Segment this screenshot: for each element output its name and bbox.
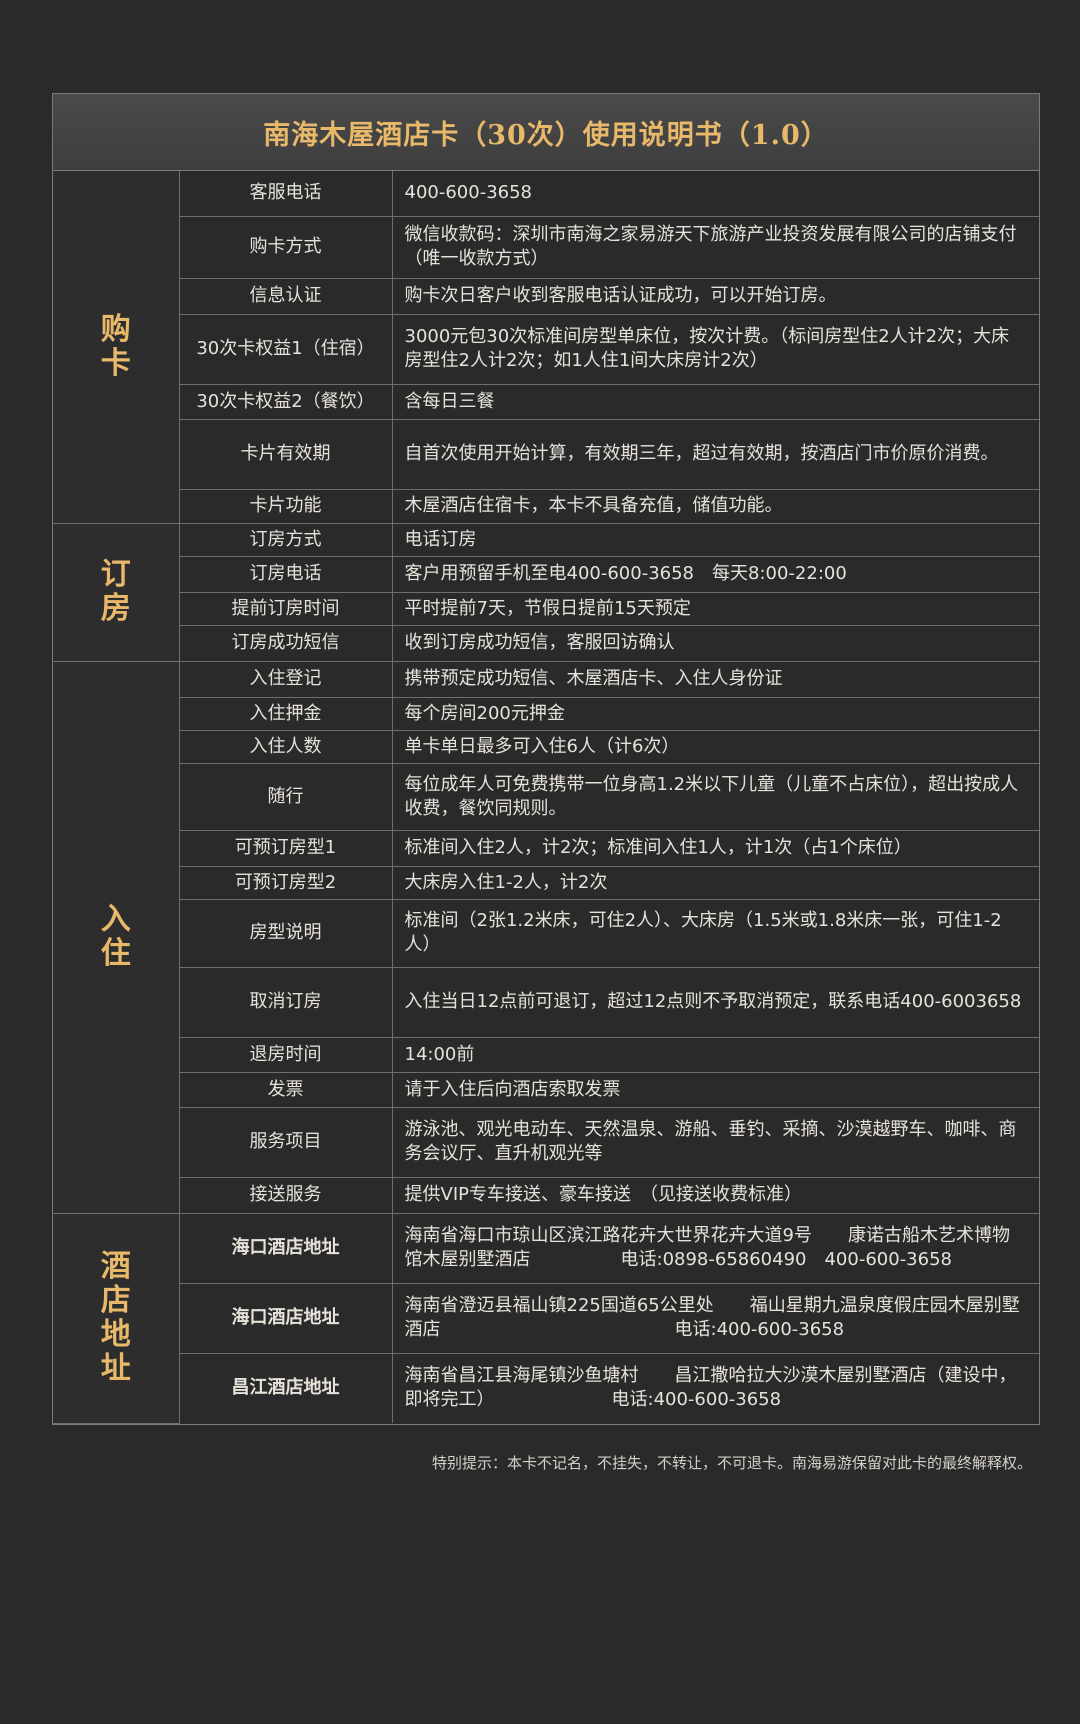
table-row: 订房成功短信 收到订房成功短信，客服回访确认: [53, 624, 1039, 662]
table-row: 订房电话 客户用预留手机至电400-600-3658 每天8:00-22:00: [53, 555, 1039, 593]
row-value: 购卡次日客户收到客服电话认证成功，可以开始订房。: [391, 277, 1039, 315]
section-header-purchase: 购卡: [53, 171, 180, 524]
row-label: 入住登记: [178, 660, 393, 698]
row-value: 海南省海口市琼山区滨江路花卉大世界花卉大道9号 康诺古船木艺术博物馆木屋别墅酒店…: [391, 1212, 1039, 1284]
table-row: 卡片功能 木屋酒店住宿卡，本卡不具备充值，储值功能。: [53, 488, 1039, 524]
row-value: 海南省昌江县海尾镇沙鱼塘村 昌江撒哈拉大沙漠木屋别墅酒店（建设中，即将完工） 电…: [391, 1352, 1039, 1423]
section-header-address: 酒店地址: [53, 1212, 180, 1424]
row-label: 信息认证: [179, 277, 393, 315]
instruction-sheet: 南海木屋酒店卡（30次）使用说明书（1.0） 购卡 客服电话 400-600-365…: [52, 93, 1040, 1425]
section-header-checkin: 入住: [53, 660, 180, 1214]
row-value: 收到订房成功短信，客服回访确认: [391, 624, 1039, 662]
row-label: 提前订房时间: [179, 591, 393, 626]
page-title: 南海木屋酒店卡（30次）使用说明书（1.0）: [53, 94, 1039, 171]
special-note: 特别提示：本卡不记名，不挂失，不转让，不可退卡。南海易游保留对此卡的最终解释权。: [431, 1454, 1032, 1472]
table-row: 取消订房 入住当日12点前可退订，超过12点则不予取消预定，联系电话400-600…: [53, 966, 1039, 1038]
table-row: 购卡 客服电话 400-600-3658: [53, 171, 1039, 524]
row-label: 服务项目: [179, 1106, 393, 1178]
row-value: 入住当日12点前可退订，超过12点则不予取消预定，联系电话400-6003658: [391, 966, 1039, 1038]
row-label: 订房成功短信: [179, 624, 393, 662]
row-label: 购卡方式: [179, 215, 393, 279]
row-value: 请于入住后向酒店索取发票: [391, 1071, 1039, 1108]
table-row: 退房时间 14:00前: [53, 1036, 1039, 1073]
row-label: 海口酒店地址: [179, 1282, 393, 1354]
row-label: 房型说明: [179, 898, 393, 968]
table-row: 昌江酒店地址 海南省昌江县海尾镇沙鱼塘村 昌江撒哈拉大沙漠木屋别墅酒店（建设中，即…: [53, 1352, 1039, 1423]
row-value: 自首次使用开始计算，有效期三年，超过有效期，按酒店门市价原价消费。: [391, 418, 1039, 490]
table-row: 入住押金 每个房间200元押金: [53, 696, 1039, 731]
row-value: 游泳池、观光电动车、天然温泉、游船、垂钓、采摘、沙漠越野车、咖啡、商务会议厅、直…: [391, 1106, 1039, 1178]
table-row: 可预订房型2 大床房入住1-2人，计2次: [53, 865, 1039, 900]
table-row: 购卡方式 微信收款码：深圳市南海之家易游天下旅游产业投资发展有限公司的店铺支付（唯…: [53, 215, 1039, 279]
table-row: 订房 订房方式 电话订房: [53, 522, 1039, 662]
row-value: 400-600-3658: [391, 171, 1039, 217]
table-row: 接送服务 提供VIP专车接送、豪车接送 （见接送收费标准）: [53, 1176, 1039, 1214]
row-label: 客服电话: [178, 171, 393, 217]
row-value: 海南省澄迈县福山镇225国道65公里处 福山星期九温泉度假庄园木屋别墅酒店 电话…: [391, 1282, 1039, 1354]
row-label: 接送服务: [179, 1176, 393, 1214]
row-value: 3000元包30次标准间房型单床位，按次计费。（标间房型住2人计2次；大床房型住…: [391, 313, 1039, 385]
row-value: 每位成年人可免费携带一位身高1.2米以下儿童（儿童不占床位），超出按成人收费，餐…: [391, 762, 1039, 831]
table-row: 随行 每位成年人可免费携带一位身高1.2米以下儿童（儿童不占床位），超出按成人收费…: [53, 762, 1039, 831]
row-label: 可预订房型2: [179, 865, 393, 900]
section-title: 酒店地址: [100, 1249, 131, 1386]
info-table: 购卡 客服电话 400-600-3658 购卡方式 微信收款码：深圳市南海之家易游天下旅…: [53, 171, 1039, 1424]
row-value: 微信收款码：深圳市南海之家易游天下旅游产业投资发展有限公司的店铺支付（唯一收款方…: [391, 215, 1039, 279]
section-header-booking: 订房: [53, 522, 180, 662]
table-row: 30次卡权益1（住宿） 3000元包30次标准间房型单床位，按次计费。（标间房型住…: [53, 313, 1039, 385]
row-value: 标准间（2张1.2米床，可住2人）、大床房（1.5米或1.8米床一张，可住1-2…: [391, 898, 1039, 968]
table-row: 海口酒店地址 海南省澄迈县福山镇225国道65公里处 福山星期九温泉度假庄园木屋别…: [53, 1282, 1039, 1354]
table-row: 可预订房型1 标准间入住2人，计2次；标准间入住1人，计1次（占1个床位）: [53, 829, 1039, 867]
row-label: 订房电话: [179, 555, 393, 593]
section-title: 购卡: [100, 311, 131, 381]
table-row: 房型说明 标准间（2张1.2米床，可住2人）、大床房（1.5米或1.8米床一张，可…: [53, 898, 1039, 968]
row-value: 平时提前7天，节假日提前15天预定: [391, 591, 1039, 626]
row-value: 含每日三餐: [391, 383, 1039, 420]
section-title: 订房: [100, 557, 131, 626]
row-label: 卡片有效期: [179, 418, 393, 490]
row-label: 可预订房型1: [179, 829, 393, 867]
row-label: 入住押金: [179, 696, 393, 731]
row-label: 昌江酒店地址: [179, 1352, 393, 1423]
row-value: 携带预定成功短信、木屋酒店卡、入住人身份证: [391, 660, 1039, 698]
row-label: 订房方式: [178, 522, 393, 557]
row-label: 卡片功能: [179, 488, 393, 524]
row-value: 每个房间200元押金: [391, 696, 1039, 731]
row-value: 大床房入住1-2人，计2次: [391, 865, 1039, 900]
section-title: 入住: [100, 902, 131, 971]
row-value: 单卡单日最多可入住6人（计6次）: [391, 729, 1039, 764]
table-row: 入住人数 单卡单日最多可入住6人（计6次）: [53, 729, 1039, 764]
row-value: 电话订房: [391, 522, 1039, 557]
table-row: 酒店地址 海口酒店地址 海南省海口市琼山区滨江路花卉大世界花卉大道9号 康诺古船木艺…: [53, 1212, 1039, 1424]
row-value: 14:00前: [391, 1036, 1039, 1073]
row-value: 标准间入住2人，计2次；标准间入住1人，计1次（占1个床位）: [391, 829, 1039, 867]
row-label: 取消订房: [179, 966, 393, 1038]
row-label: 30次卡权益2（餐饮）: [179, 383, 393, 420]
row-value: 木屋酒店住宿卡，本卡不具备充值，储值功能。: [391, 488, 1039, 524]
row-value: 客户用预留手机至电400-600-3658 每天8:00-22:00: [391, 555, 1039, 593]
row-label: 发票: [179, 1071, 393, 1108]
row-value: 提供VIP专车接送、豪车接送 （见接送收费标准）: [391, 1176, 1039, 1214]
table-row: 30次卡权益2（餐饮） 含每日三餐: [53, 383, 1039, 420]
table-row: 卡片有效期 自首次使用开始计算，有效期三年，超过有效期，按酒店门市价原价消费。: [53, 418, 1039, 490]
row-label: 30次卡权益1（住宿）: [179, 313, 393, 385]
row-label: 海口酒店地址: [178, 1212, 393, 1284]
table-row: 入住 入住登记 携带预定成功短信、木屋酒店卡、入住人身份证: [53, 660, 1039, 1214]
row-label: 随行: [179, 762, 393, 831]
table-row: 提前订房时间 平时提前7天，节假日提前15天预定: [53, 591, 1039, 626]
table-row: 发票 请于入住后向酒店索取发票: [53, 1071, 1039, 1108]
row-label: 入住人数: [179, 729, 393, 764]
table-row: 信息认证 购卡次日客户收到客服电话认证成功，可以开始订房。: [53, 277, 1039, 315]
row-label: 退房时间: [179, 1036, 393, 1073]
table-row: 服务项目 游泳池、观光电动车、天然温泉、游船、垂钓、采摘、沙漠越野车、咖啡、商务会…: [53, 1106, 1039, 1178]
